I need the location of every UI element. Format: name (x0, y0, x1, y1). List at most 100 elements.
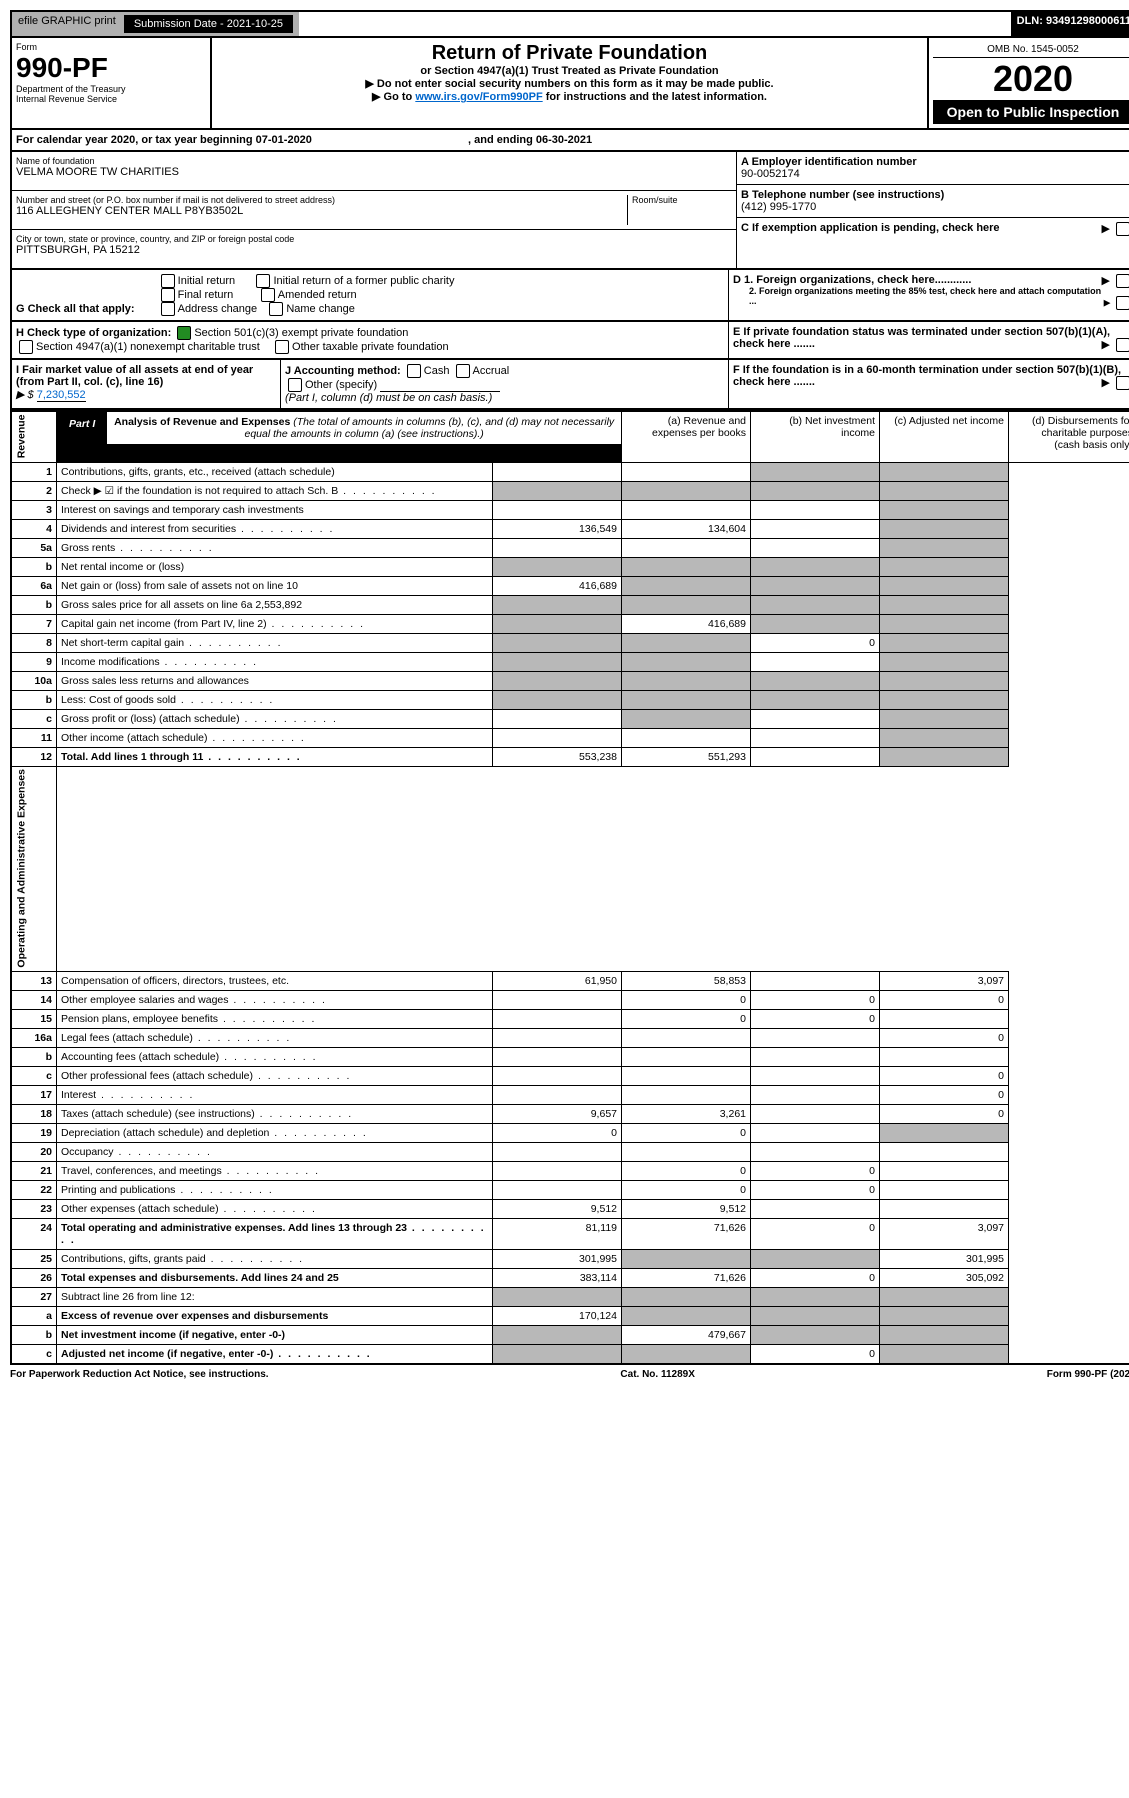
row-label: Taxes (attach schedule) (see instruction… (57, 1105, 493, 1124)
j-cash-checkbox[interactable] (407, 364, 421, 378)
cell-b (622, 1307, 751, 1326)
g-opt-name: Name change (286, 303, 355, 315)
cell-a (493, 633, 622, 652)
cell-a (493, 991, 622, 1010)
c-checkbox[interactable] (1116, 222, 1129, 236)
section-g-d: G Check all that apply: Initial return I… (10, 270, 1129, 322)
note2-prefix: ▶ Go to (372, 91, 415, 103)
cell-a (493, 1143, 622, 1162)
cell-d (880, 652, 1009, 671)
cell-d (880, 576, 1009, 595)
expenses-sidelabel: Operating and Administrative Expenses (11, 766, 57, 972)
row-label: Interest (57, 1086, 493, 1105)
cell-a (493, 1326, 622, 1345)
row-label: Gross rents (57, 538, 493, 557)
cell-b (622, 1048, 751, 1067)
g-opt-final: Final return (178, 289, 234, 301)
cell-c (751, 1124, 880, 1143)
cell-b: 0 (622, 991, 751, 1010)
cell-c (751, 1143, 880, 1162)
cell-b (622, 652, 751, 671)
d2-checkbox[interactable] (1116, 296, 1129, 310)
h-label: H Check type of organization: (16, 327, 171, 339)
cell-b: 551,293 (622, 747, 751, 766)
section-i-j-f: I Fair market value of all assets at end… (10, 360, 1129, 410)
cell-d (880, 1124, 1009, 1143)
h-section: H Check type of organization: Section 50… (12, 322, 728, 358)
g-initial-return-checkbox[interactable] (161, 274, 175, 288)
form990pf-link[interactable]: www.irs.gov/Form990PF (415, 91, 542, 103)
cell-c (751, 972, 880, 991)
top-left: efile GRAPHIC print Submission Date - 20… (12, 12, 299, 36)
row-label: Contributions, gifts, grants paid (57, 1250, 493, 1269)
cell-d (880, 614, 1009, 633)
table-row: 7Capital gain net income (from Part IV, … (11, 614, 1129, 633)
ein-cell: A Employer identification number 90-0052… (737, 152, 1129, 185)
cell-c: 0 (751, 1181, 880, 1200)
j-accrual-checkbox[interactable] (456, 364, 470, 378)
cell-d (880, 728, 1009, 747)
f-checkbox[interactable] (1116, 376, 1129, 390)
foundation-name: VELMA MOORE TW CHARITIES (16, 166, 732, 178)
cell-b (622, 709, 751, 728)
cell-b (622, 728, 751, 747)
table-row: 13Compensation of officers, directors, t… (11, 972, 1129, 991)
row-label: Pension plans, employee benefits (57, 1010, 493, 1029)
cell-d (880, 709, 1009, 728)
cell-c: 0 (751, 1162, 880, 1181)
tax-year: 2020 (933, 58, 1129, 100)
cell-c (751, 557, 880, 576)
e-label: E If private foundation status was termi… (733, 326, 1110, 350)
cell-a: 0 (493, 1124, 622, 1143)
cell-d (880, 557, 1009, 576)
row-number: 19 (11, 1124, 57, 1143)
cell-b: 58,853 (622, 972, 751, 991)
h-501c3-checkbox[interactable] (177, 326, 191, 340)
tel-cell: B Telephone number (see instructions) (4… (737, 185, 1129, 218)
g-amended-checkbox[interactable] (261, 288, 275, 302)
cell-b (622, 595, 751, 614)
row-number: 11 (11, 728, 57, 747)
g-opt-amended: Amended return (278, 289, 357, 301)
row-label: Net rental income or (loss) (57, 557, 493, 576)
g-address-checkbox[interactable] (161, 302, 175, 316)
g-final-checkbox[interactable] (161, 288, 175, 302)
row-number: 22 (11, 1181, 57, 1200)
cell-d (880, 1162, 1009, 1181)
g-name-checkbox[interactable] (269, 302, 283, 316)
j-other-checkbox[interactable] (288, 378, 302, 392)
cell-d (880, 1010, 1009, 1029)
table-row: 3Interest on savings and temporary cash … (11, 500, 1129, 519)
cell-b (622, 500, 751, 519)
col-a-header: (a) Revenue and expenses per books (622, 411, 751, 462)
cell-a: 61,950 (493, 972, 622, 991)
d1-checkbox[interactable] (1116, 274, 1129, 288)
cell-c (751, 1288, 880, 1307)
cell-c (751, 614, 880, 633)
cell-c (751, 576, 880, 595)
cell-a (493, 614, 622, 633)
form-number: 990-PF (16, 52, 206, 84)
cell-a (493, 1181, 622, 1200)
cell-a (493, 1048, 622, 1067)
j-note: (Part I, column (d) must be on cash basi… (285, 392, 492, 404)
row-label: Total expenses and disbursements. Add li… (57, 1269, 493, 1288)
e-checkbox[interactable] (1116, 338, 1129, 352)
cell-d (880, 1048, 1009, 1067)
cell-d (880, 1143, 1009, 1162)
cell-b (622, 1143, 751, 1162)
g-opt-former: Initial return of a former public charit… (273, 275, 454, 287)
row-number: 15 (11, 1010, 57, 1029)
table-row: cAdjusted net income (if negative, enter… (11, 1345, 1129, 1365)
row-number: b (11, 557, 57, 576)
form-subtitle: or Section 4947(a)(1) Trust Treated as P… (216, 65, 923, 77)
g-initial-former-checkbox[interactable] (256, 274, 270, 288)
cell-b: 416,689 (622, 614, 751, 633)
revenue-sidelabel: Revenue (11, 411, 57, 462)
cell-a: 9,657 (493, 1105, 622, 1124)
g-opt-address: Address change (178, 303, 258, 315)
h-4947-checkbox[interactable] (19, 340, 33, 354)
c-label: C If exemption application is pending, c… (741, 222, 1000, 234)
h-other-checkbox[interactable] (275, 340, 289, 354)
cell-c (751, 1048, 880, 1067)
